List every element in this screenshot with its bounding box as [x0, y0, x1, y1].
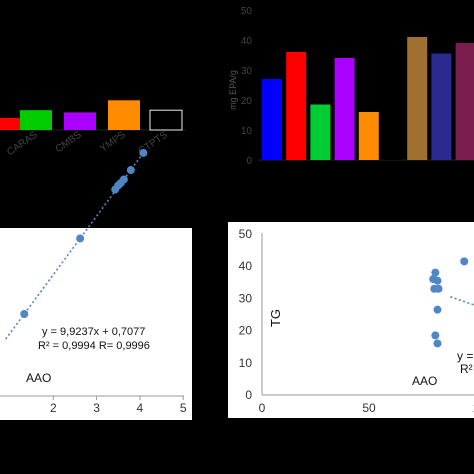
- bottom-right-r2: R²: [460, 362, 473, 376]
- bottom-left-equation: y = 9,9237x + 0,7077: [42, 326, 145, 338]
- bottom-right-scatter-chart: TG AAO y = R² 0 10 20 30 40 50 0 50 1: [239, 227, 474, 415]
- top-left-bar-0: [0, 117, 22, 130]
- bottom-right-equation: y =: [457, 349, 473, 363]
- top-right-bar-0: [262, 79, 282, 160]
- bottom-right-x-tick-2: 1: [473, 401, 474, 415]
- bottom-right-y-tick-3: 30: [239, 291, 253, 305]
- bottom-right-panel-background: [228, 222, 474, 418]
- top-right-bar-2: [310, 104, 331, 160]
- top-right-y-tick-2: 20: [241, 96, 253, 107]
- bottom-right-y-axis-label: TG: [268, 309, 283, 327]
- top-right-bar-6: [407, 37, 428, 160]
- top-right-y-tick-4: 40: [241, 36, 253, 47]
- bottom-left-scatter-chart: y = 9,9237x + 0,7077 R² = 0,9994 R= 0,99…: [0, 148, 187, 415]
- bottom-right-y-tick-0: 0: [245, 388, 252, 402]
- top-right-bar-5: [383, 115, 403, 160]
- bottom-right-point-5: [433, 305, 442, 314]
- top-left-bar-2: [64, 112, 96, 130]
- bottom-right-x-tick-1: 50: [362, 401, 376, 415]
- top-right-bar-4: [358, 112, 379, 160]
- bottom-right-point-4: [430, 284, 439, 293]
- bottom-left-point-1: [76, 234, 85, 243]
- bottom-left-point-6: [126, 166, 135, 175]
- bottom-right-point-7: [433, 339, 442, 348]
- bottom-right-label: AAO: [412, 374, 437, 388]
- top-left-bar-1: [20, 110, 52, 130]
- top-right-y-tick-3: 30: [241, 66, 253, 77]
- top-right-bar-7: [431, 53, 452, 160]
- top-right-y-tick-5: 50: [241, 6, 253, 17]
- bottom-right-y-tick-1: 10: [239, 356, 253, 370]
- bottom-left-x-tick-0: 2: [50, 401, 57, 415]
- bottom-right-point-8: [460, 257, 469, 266]
- bottom-right-point-2: [429, 275, 438, 284]
- bottom-right-y-tick-2: 20: [239, 324, 253, 338]
- bottom-right-y-tick-4: 40: [239, 259, 253, 273]
- top-right-y-axis-label: mg EPA/g: [228, 70, 238, 110]
- top-left-bar-chart: CARAS CMBS YMPS CTPTS: [0, 100, 186, 158]
- bottom-left-point-5: [119, 175, 128, 184]
- bottom-left-point-0: [20, 309, 29, 318]
- top-left-bar-3: [108, 100, 140, 130]
- top-right-bar-3: [334, 58, 355, 160]
- bottom-left-point-7: [139, 148, 148, 157]
- bottom-right-point-0: [431, 268, 440, 277]
- top-left-bar-4: [149, 109, 183, 131]
- bottom-left-panel-background: [0, 228, 192, 420]
- bottom-right-y-tick-5: 50: [239, 227, 253, 241]
- bottom-right-point-6: [431, 331, 440, 340]
- top-left-category-label-1: CARAS: [5, 129, 40, 158]
- bottom-left-x-tick-2: 4: [137, 401, 144, 415]
- top-right-bar-8: [455, 43, 474, 160]
- bottom-left-x-tick-3: 5: [180, 401, 187, 415]
- bottom-left-r2: R² = 0,9994 R= 0,9996: [38, 340, 150, 352]
- bottom-left-x-tick-1: 3: [93, 401, 100, 415]
- top-right-y-tick-1: 10: [241, 126, 253, 137]
- bottom-right-x-tick-0: 0: [259, 401, 266, 415]
- top-left-category-label-2: CMBS: [54, 129, 84, 155]
- top-left-category-label-3: YMPS: [98, 129, 128, 154]
- bottom-left-label: AAO: [26, 371, 51, 385]
- top-right-y-tick-0: 0: [246, 156, 252, 167]
- top-right-bar-chart: mg EPA/g 0 10 20 30 40 50: [228, 6, 474, 167]
- top-right-bar-1: [286, 52, 307, 160]
